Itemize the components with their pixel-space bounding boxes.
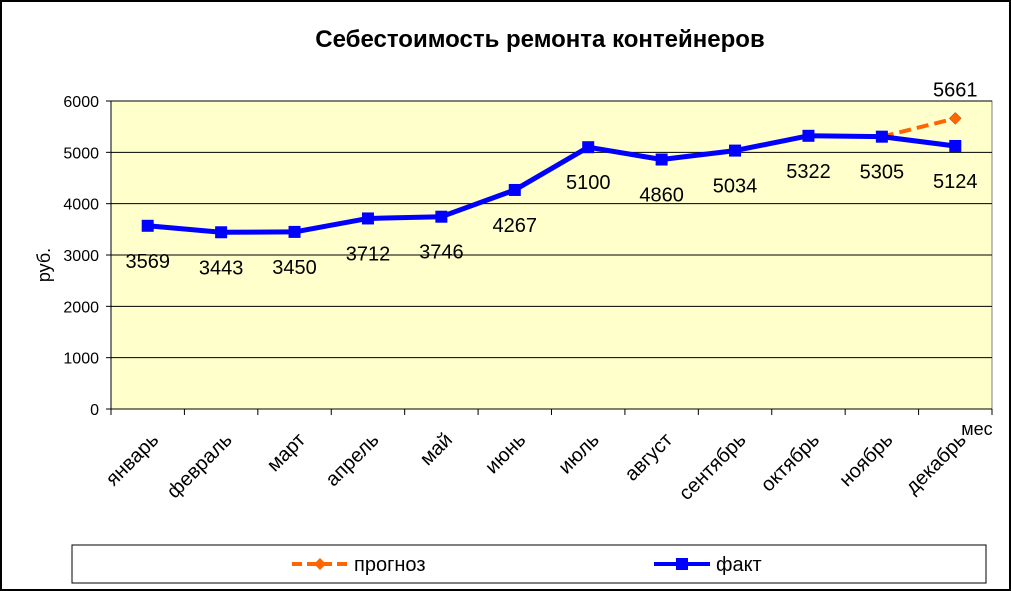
x-tick-label: январь <box>102 429 163 490</box>
y-tick-label: 3000 <box>63 248 99 265</box>
x-tick-label: май <box>416 429 457 470</box>
legend-label-прогноз: прогноз <box>354 554 425 576</box>
x-tick-label: ноябрь <box>835 429 897 491</box>
x-tick-label: апрель <box>322 429 384 491</box>
data-point-факт <box>141 219 154 232</box>
data-point-факт <box>582 141 595 154</box>
data-point-факт <box>875 130 888 143</box>
data-label-прогноз: 5661 <box>933 79 978 101</box>
data-label-факт: 5034 <box>713 176 758 198</box>
x-tick-label: июнь <box>481 429 530 478</box>
y-tick-label: 6000 <box>63 94 99 111</box>
data-point-факт <box>288 225 301 238</box>
data-label-факт: 5124 <box>933 171 978 193</box>
data-point-факт <box>215 226 228 239</box>
y-tick-label: 4000 <box>63 197 99 214</box>
legend-label-факт: факт <box>716 554 762 576</box>
data-point-факт <box>655 153 668 166</box>
data-label-факт: 5322 <box>786 161 831 183</box>
data-point-факт <box>435 210 448 223</box>
data-point-прогноз <box>948 112 962 125</box>
x-tick-label: февраль <box>163 429 237 503</box>
data-label-факт: 3712 <box>346 243 391 265</box>
legend-marker-прогноз <box>314 558 326 570</box>
x-tick-label: август <box>621 429 678 486</box>
data-label-факт: 4860 <box>639 185 684 207</box>
x-tick-label: сентябрь <box>675 429 751 505</box>
data-point-факт <box>802 129 815 142</box>
x-tick-label: март <box>263 429 310 476</box>
data-label-факт: 3746 <box>419 242 464 264</box>
series-line-факт <box>147 133 956 235</box>
y-axis-label: руб. <box>34 248 54 282</box>
data-label-факт: 4267 <box>493 215 538 237</box>
x-tick-label: октябрь <box>757 429 824 496</box>
data-point-факт <box>508 183 521 196</box>
data-label-факт: 3569 <box>125 251 170 273</box>
series-line-прогноз <box>881 116 956 139</box>
x-tick-label: июль <box>554 429 603 478</box>
x-axis-label: мес <box>961 419 992 439</box>
data-point-факт <box>361 212 374 225</box>
data-label-факт: 5100 <box>566 172 611 194</box>
data-label-факт: 5305 <box>860 162 905 184</box>
legend-marker-факт <box>676 558 688 570</box>
data-point-факт <box>729 144 742 157</box>
y-tick-label: 2000 <box>63 299 99 316</box>
data-label-факт: 3450 <box>272 257 317 279</box>
y-tick-label: 1000 <box>63 351 99 368</box>
data-label-факт: 3443 <box>199 257 244 279</box>
y-tick-label: 0 <box>90 402 99 419</box>
legend-box <box>71 544 987 584</box>
x-tick-label: декабрь <box>901 429 970 498</box>
data-point-факт <box>949 139 962 152</box>
y-tick-label: 5000 <box>63 145 99 162</box>
chart-title: Себестоимость ремонта контейнеров <box>315 26 764 53</box>
